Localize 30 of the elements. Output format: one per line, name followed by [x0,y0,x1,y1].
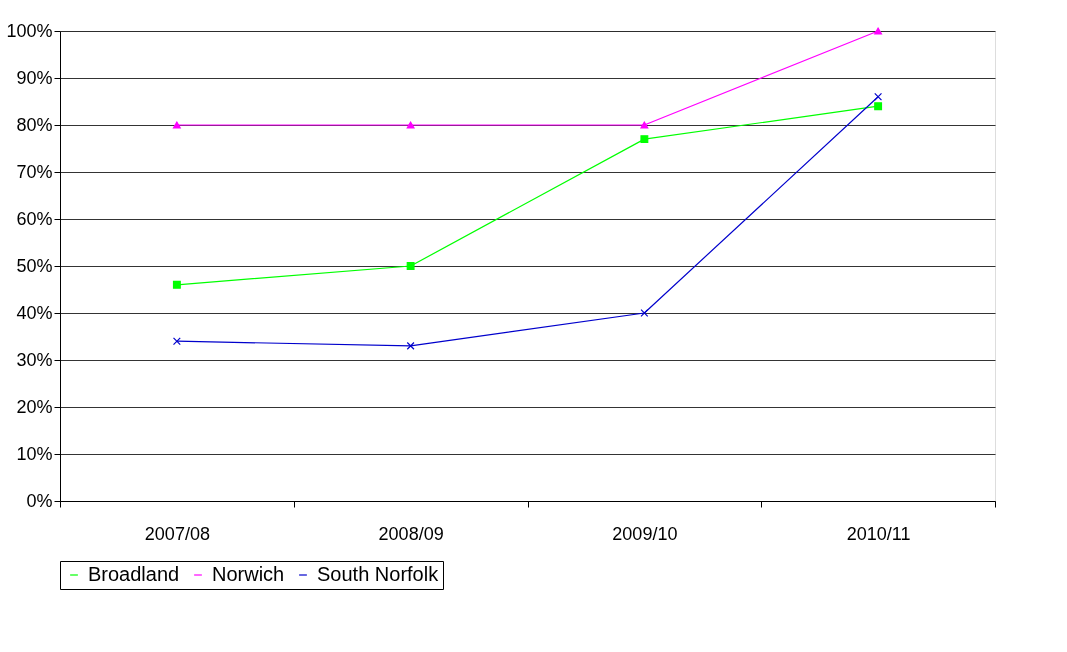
point [874,92,883,101]
y-tick-label: 90% [16,67,53,88]
point [874,102,883,111]
legend-label: Norwich [212,563,285,585]
point [172,337,181,346]
y-tick-label: 30% [16,349,53,370]
y-tick-label: 60% [16,208,53,229]
point [406,262,415,270]
legend-label: Broadland [88,563,180,585]
point [406,341,415,350]
x-tick-label: 2010/11 [846,523,911,544]
y-tick-label: 20% [16,396,53,417]
point [874,27,883,35]
y-tick-label: 70% [16,161,53,182]
x-tick-label: 2008/09 [378,523,444,544]
x-tick-label: 2009/10 [612,523,678,544]
point [640,121,649,129]
point [640,309,649,317]
y-tick-label: 80% [16,114,53,135]
x-tick-label: 2007/08 [144,523,210,544]
point [172,121,181,129]
point [640,135,649,144]
point [406,121,415,129]
y-tick-label: 40% [16,302,53,323]
y-tick-label: 50% [16,255,53,276]
y-tick-label: 0% [26,490,53,511]
legend-label: South Norfolk [317,563,440,585]
y-tick-label: 10% [16,443,53,464]
point [172,280,181,289]
y-tick-label: 100% [6,20,53,41]
